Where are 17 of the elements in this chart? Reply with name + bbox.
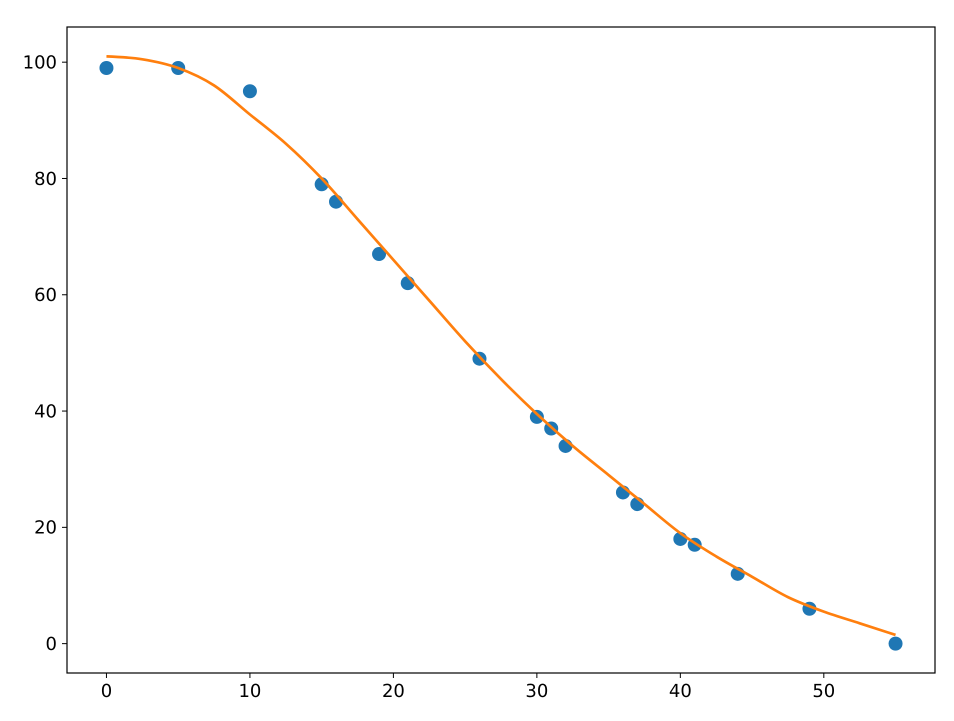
- point: [372, 247, 386, 262]
- point: [888, 636, 903, 651]
- x-tick-label: 20: [382, 681, 405, 702]
- y-tick-label: 100: [22, 52, 57, 74]
- x-tick-label: 50: [812, 681, 836, 702]
- y-tick-label: 0: [46, 634, 57, 655]
- point: [99, 60, 114, 75]
- y-tick-label: 60: [34, 285, 57, 306]
- y-tick-label: 40: [34, 401, 57, 422]
- x-tick-label: 40: [668, 681, 692, 702]
- x-tick-label: 0: [100, 681, 112, 702]
- x-tick-label: 10: [238, 681, 262, 702]
- point: [242, 84, 257, 98]
- y-tick-label: 20: [34, 518, 57, 539]
- line-series: [105, 55, 897, 636]
- y-tick-label: 80: [34, 168, 57, 190]
- x-tick-label: 30: [525, 681, 548, 702]
